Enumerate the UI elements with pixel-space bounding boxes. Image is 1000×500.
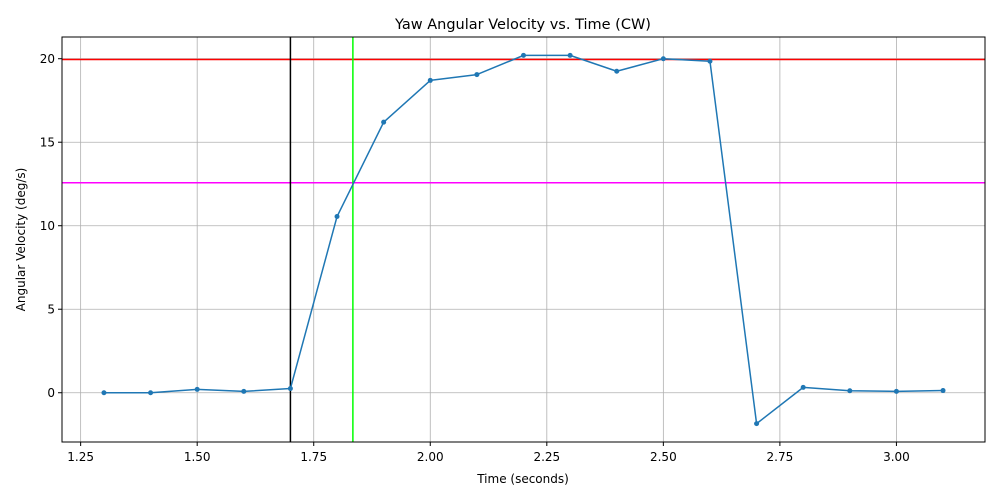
data-point <box>241 388 247 394</box>
x-axis-title: Time (seconds) <box>476 472 569 486</box>
x-tick-label: 3.00 <box>883 450 910 464</box>
data-point <box>521 52 526 58</box>
y-tick-label: 20 <box>40 52 55 66</box>
y-tick-label: 15 <box>40 136 55 150</box>
series-line <box>103 54 944 425</box>
chart-title: Yaw Angular Velocity vs. Time (CW) <box>394 17 651 33</box>
x-tick-label: 1.50 <box>184 450 211 464</box>
y-tick-label: 10 <box>40 219 55 233</box>
y-tick-label: 5 <box>47 303 55 317</box>
data-point <box>287 386 293 392</box>
data-point <box>567 52 573 58</box>
data-point <box>660 56 666 62</box>
data-point <box>614 68 620 74</box>
reference-lines <box>62 37 985 442</box>
data-point <box>101 390 107 396</box>
x-tick-label: 2.50 <box>650 450 677 464</box>
data-point <box>427 77 433 83</box>
x-tick-label: 1.75 <box>300 450 327 464</box>
x-tick-label: 2.00 <box>417 450 444 464</box>
data-point <box>194 386 200 392</box>
plot-frame <box>61 36 986 443</box>
axis-ticks: 1.25 1.50 1.75 2.00 2.25 2.50 2.75 3.00 0 5 10 15 20 <box>40 52 910 464</box>
y-tick-label: 0 <box>47 386 55 400</box>
x-tick-label: 1.25 <box>67 450 94 464</box>
series <box>101 52 946 427</box>
data-point <box>847 388 853 394</box>
data-point <box>148 390 154 396</box>
data-point <box>474 72 480 78</box>
y-axis-title: Angular Velocity (deg/s) <box>14 168 28 312</box>
data-point <box>334 214 340 220</box>
data-point <box>707 58 713 64</box>
x-tick-label: 2.75 <box>767 450 794 464</box>
data-point <box>940 388 946 394</box>
data-point <box>800 384 806 390</box>
x-tick-label: 2.25 <box>533 450 560 464</box>
grid <box>62 37 985 442</box>
data-point <box>754 421 760 427</box>
data-point <box>381 119 387 125</box>
data-point <box>893 388 899 394</box>
